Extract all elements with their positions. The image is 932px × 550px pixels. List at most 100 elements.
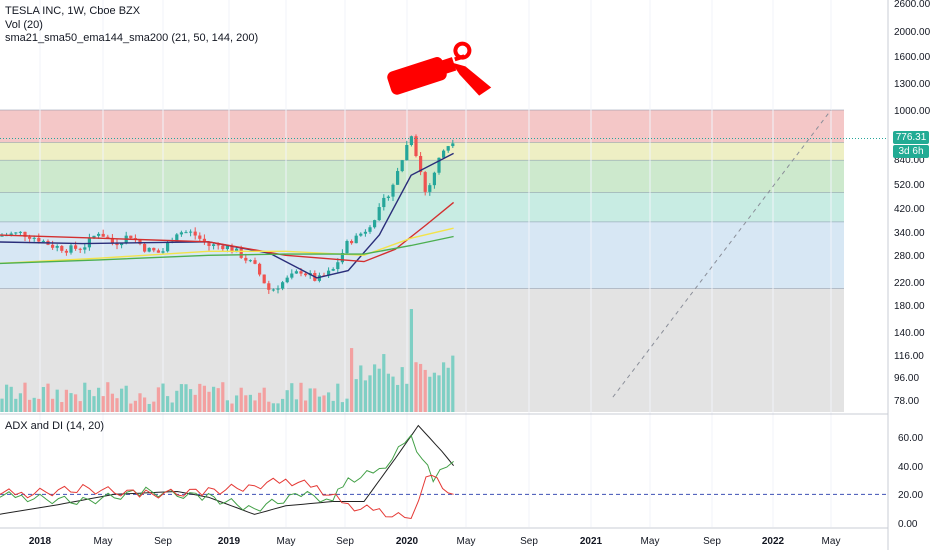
volume-bar (308, 388, 312, 412)
volume-bar (382, 354, 386, 412)
candle-body (432, 172, 436, 186)
candle-body (262, 274, 266, 284)
candle-body (451, 143, 455, 147)
volume-bar (451, 355, 455, 412)
candle-body (373, 220, 377, 228)
volume-bar (179, 384, 183, 412)
volume-bar (110, 393, 114, 412)
candle-body (267, 283, 271, 290)
volume-bar (55, 389, 59, 412)
candle-body (156, 250, 160, 253)
candle-body (166, 242, 170, 252)
price-tick-label: 78.00 (894, 396, 919, 407)
volume-bar (442, 362, 446, 412)
candle-body (138, 239, 142, 244)
volume-bar (239, 387, 243, 412)
volume-bar (156, 387, 160, 412)
candle-body (152, 247, 156, 251)
candle-body (78, 248, 82, 250)
price-tick-label: 520.00 (894, 180, 925, 191)
time-tick-label: May (641, 536, 660, 547)
sma200-line (0, 235, 454, 265)
volume-bar (446, 367, 450, 412)
volume-bar (423, 369, 427, 412)
candle-body (258, 263, 262, 275)
candle-body (161, 251, 165, 253)
volume-bar (161, 383, 165, 412)
candle-body (41, 240, 45, 242)
candle-body (225, 245, 229, 250)
volume-bar (340, 402, 344, 412)
candle-body (110, 237, 114, 243)
volume-bar (405, 383, 409, 412)
volume-bar (294, 399, 298, 412)
ma-legend: sma21_sma50_ema144_sma200 (21, 50, 144, … (5, 32, 259, 44)
price-tick-label: 1000.00 (894, 106, 931, 117)
volume-bar (409, 309, 413, 412)
price-tick-label: 96.00 (894, 373, 919, 384)
candle-body (363, 231, 367, 234)
price-tick-label: 220.00 (894, 278, 925, 289)
sma21-line (0, 152, 454, 279)
volume-bar (170, 402, 174, 412)
adx-tick-label: 60.00 (898, 433, 923, 444)
volume-bar (60, 402, 64, 412)
candle-body (184, 232, 188, 234)
volume-bar (281, 398, 285, 412)
volume-bar (101, 396, 105, 412)
time-tick-label: May (277, 536, 296, 547)
volume-bar (428, 376, 432, 412)
volume-bar (400, 367, 404, 412)
adx-legend: ADX and DI (14, 20) (5, 420, 105, 432)
candle-body (9, 233, 13, 236)
candle-body (115, 242, 119, 246)
volume-bar (97, 387, 101, 412)
candle-body (446, 146, 450, 151)
volume-bar (350, 348, 354, 412)
volume-bar (437, 375, 441, 412)
volume-bar (120, 388, 124, 412)
candle-body (354, 235, 358, 244)
candle-body (212, 244, 216, 246)
time-tick-label: Sep (520, 536, 538, 547)
volume-bar (147, 403, 151, 412)
candle-body (216, 244, 220, 246)
candle-body (83, 247, 87, 250)
price-tick-label: 140.00 (894, 328, 925, 339)
adx-line (0, 424, 454, 515)
adx-tick-label: 0.00 (898, 519, 918, 530)
volume-bar (115, 398, 119, 412)
candle-body (230, 245, 234, 253)
volume-bar (18, 393, 22, 412)
volume-bar (129, 403, 133, 412)
candle-body (340, 253, 344, 263)
time-tick-label: 2021 (580, 536, 603, 547)
volume-bar (391, 376, 395, 412)
candle-body (221, 245, 225, 250)
candle-body (147, 247, 151, 252)
volume-bar (87, 389, 91, 412)
candle-body (317, 275, 321, 281)
volume-bar (419, 363, 423, 412)
time-tick-label: 2020 (396, 536, 419, 547)
candle-body (409, 136, 413, 145)
candle-body (92, 235, 96, 238)
volume-bar (432, 372, 436, 412)
symbol-title: TESLA INC, 1W, Cboe BZX (5, 5, 141, 17)
volume-bar (166, 396, 170, 412)
time-tick-label: Sep (154, 536, 172, 547)
candle-body (189, 231, 193, 233)
candle-body (129, 235, 133, 239)
volume-bar (23, 382, 27, 412)
candle-body (248, 260, 252, 262)
candle-body (74, 245, 78, 249)
volume-bar (230, 403, 234, 412)
candle-body (202, 238, 206, 243)
candle-body (60, 246, 64, 251)
volume-bar (9, 386, 13, 412)
di_plus-line (0, 434, 454, 512)
candle-body (423, 172, 427, 192)
candle-body (0, 235, 4, 237)
